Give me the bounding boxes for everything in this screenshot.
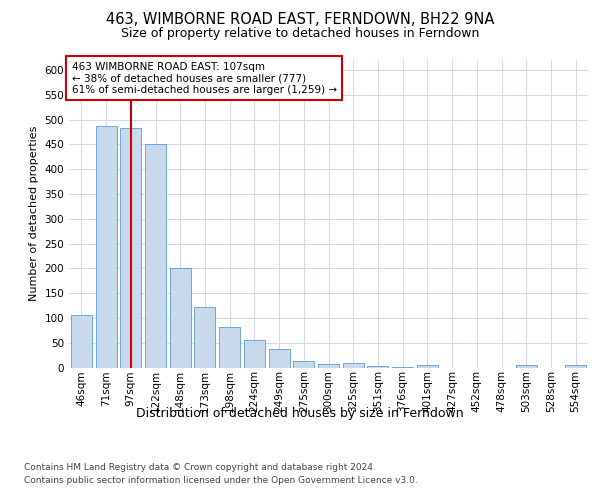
Bar [417,365,438,368]
Bar [71,316,92,368]
Text: 463 WIMBORNE ROAD EAST: 107sqm
← 38% of detached houses are smaller (777)
61% of: 463 WIMBORNE ROAD EAST: 107sqm ← 38% of … [71,62,337,94]
Bar [95,126,116,368]
Text: Contains public sector information licensed under the Open Government Licence v3: Contains public sector information licen… [24,476,418,485]
Text: Contains HM Land Registry data © Crown copyright and database right 2024.: Contains HM Land Registry data © Crown c… [24,462,376,471]
Text: 463, WIMBORNE ROAD EAST, FERNDOWN, BH22 9NA: 463, WIMBORNE ROAD EAST, FERNDOWN, BH22 … [106,12,494,28]
Text: Distribution of detached houses by size in Ferndown: Distribution of detached houses by size … [136,408,464,420]
Bar [194,307,215,368]
Bar [367,366,388,368]
Bar [120,128,141,368]
Bar [392,366,413,368]
Bar [318,364,339,368]
Bar [516,365,537,368]
Bar [244,340,265,367]
Bar [219,327,240,368]
Bar [145,144,166,368]
Bar [269,349,290,368]
Bar [343,362,364,368]
Text: Size of property relative to detached houses in Ferndown: Size of property relative to detached ho… [121,28,479,40]
Y-axis label: Number of detached properties: Number of detached properties [29,126,39,302]
Bar [565,365,586,368]
Bar [293,360,314,368]
Bar [170,268,191,368]
